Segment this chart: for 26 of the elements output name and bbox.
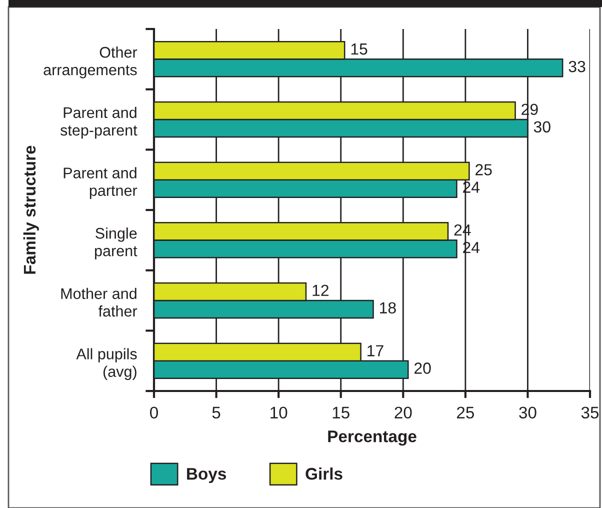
data-label: 12 [312, 284, 328, 296]
y-tick-label: Parent and partner [64, 167, 138, 199]
y-tick-label: Single parent [95, 228, 138, 260]
x-tick-label: 0 [150, 406, 158, 419]
y-tick-label: Parent and step-parent [60, 106, 138, 139]
legend-label: Boys [187, 468, 226, 484]
x-tick-label: 30 [519, 406, 536, 419]
data-label: 18 [380, 302, 396, 314]
data-label: 15 [351, 44, 368, 55]
x-tick-label: 10 [270, 406, 288, 419]
data-label: 25 [476, 164, 492, 176]
data-label: 17 [368, 345, 384, 356]
x-tick-label: 5 [212, 406, 220, 419]
y-tick-label: All pupils (avg) [76, 348, 137, 380]
y-axis-title: Family structure [23, 146, 39, 274]
y-tick-label: Other arrangements [44, 46, 138, 78]
x-axis-title: Percentage [328, 430, 416, 446]
x-tick-label: 25 [457, 406, 474, 419]
legend-label: Girls [306, 467, 342, 480]
data-label: 33 [568, 60, 586, 72]
y-tick-label: Mother and father [61, 288, 138, 317]
x-tick-label: 35 [581, 406, 599, 419]
x-tick-label: 15 [332, 406, 350, 419]
data-label: 20 [414, 362, 431, 374]
x-tick-label: 20 [394, 406, 412, 419]
data-label: 30 [534, 121, 550, 133]
